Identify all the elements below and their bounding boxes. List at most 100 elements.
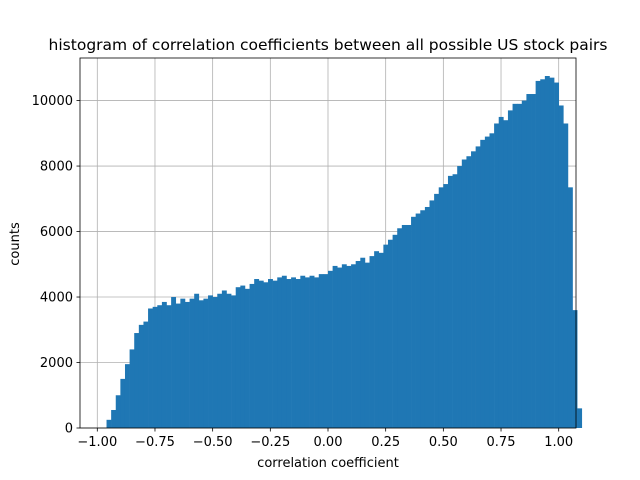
histogram-bar xyxy=(221,290,227,428)
y-tick-label: 6000 xyxy=(40,225,73,240)
histogram-bar xyxy=(443,184,449,428)
histogram-bar xyxy=(526,94,532,428)
histogram-bar xyxy=(318,274,324,428)
histogram-bar xyxy=(226,293,232,428)
histogram-bar xyxy=(328,270,333,428)
x-tick-label: −0.75 xyxy=(135,435,175,450)
histogram-bar xyxy=(235,287,241,428)
histogram-bar xyxy=(323,274,329,428)
histogram-bar xyxy=(475,146,481,428)
histogram-bar xyxy=(198,300,204,428)
histogram-bar xyxy=(134,333,140,428)
histogram-bar xyxy=(383,244,389,428)
y-tick-label: 4000 xyxy=(40,291,73,306)
histogram-bar xyxy=(254,279,260,428)
histogram-bar xyxy=(148,308,153,428)
histogram-bar xyxy=(337,267,343,428)
histogram-bar xyxy=(268,279,273,428)
x-axis-label: correlation coefficient xyxy=(257,456,399,471)
histogram-bar xyxy=(341,264,347,428)
histogram-bar xyxy=(494,123,500,428)
y-tick-label: 10000 xyxy=(32,94,73,109)
histogram-bar xyxy=(304,277,310,428)
histogram-bar xyxy=(351,264,356,428)
histogram-bar xyxy=(438,187,444,428)
histogram-bar xyxy=(415,213,421,428)
x-tick-label: 1.00 xyxy=(544,435,573,450)
histogram-bar xyxy=(115,395,121,428)
histogram-bar xyxy=(452,174,458,428)
histogram-bar xyxy=(461,159,467,428)
histogram-bar xyxy=(577,408,583,428)
histogram-bar xyxy=(457,166,463,428)
histogram-bar xyxy=(360,257,366,428)
histogram-bar xyxy=(231,295,237,428)
histogram-bar xyxy=(120,378,126,428)
histogram-bar xyxy=(563,123,569,428)
y-tick-label: 0 xyxy=(65,422,73,437)
histogram-bar xyxy=(484,136,490,428)
histogram-bar xyxy=(124,364,130,428)
histogram-bar xyxy=(180,298,186,428)
histogram-bar xyxy=(411,216,416,428)
histogram-bar xyxy=(471,151,476,428)
histogram-bar xyxy=(171,297,177,428)
histogram-bar xyxy=(447,175,453,428)
histogram-bar xyxy=(507,110,513,429)
histogram-bar xyxy=(355,261,361,428)
histogram-bar xyxy=(263,282,269,428)
histogram-bar xyxy=(161,301,167,428)
histogram-bar xyxy=(434,193,440,428)
histogram-bar xyxy=(309,275,315,428)
histogram-bar xyxy=(544,76,550,428)
histogram-bar xyxy=(314,277,320,428)
histogram-bar xyxy=(346,265,352,428)
histogram-bar xyxy=(535,80,541,429)
histogram-bar xyxy=(272,280,278,428)
histogram-bar xyxy=(184,301,190,428)
histogram-bar xyxy=(378,252,384,428)
histogram-bar xyxy=(466,156,472,428)
x-tick-label: 0.50 xyxy=(429,435,458,450)
y-tick-label: 2000 xyxy=(40,356,73,371)
histogram-bar xyxy=(175,303,181,428)
histogram-bar xyxy=(498,116,504,428)
histogram-bar xyxy=(512,103,518,429)
chart-title: histogram of correlation coefficients be… xyxy=(49,36,608,54)
histogram-bar xyxy=(129,349,135,428)
bars-layer xyxy=(106,76,583,429)
histogram-bar xyxy=(189,298,195,428)
histogram-bar xyxy=(387,239,393,428)
histogram-bar xyxy=(364,262,370,428)
histogram-bar xyxy=(549,77,555,428)
histogram-bar xyxy=(517,103,523,429)
x-tick-label: 0.25 xyxy=(371,435,400,450)
histogram-bar xyxy=(554,82,559,428)
histogram-bar xyxy=(420,210,426,428)
histogram-bar xyxy=(152,306,158,428)
histogram-bar xyxy=(212,297,218,428)
y-axis-label: counts xyxy=(8,222,23,266)
histogram-bar xyxy=(521,100,527,428)
histogram-bar xyxy=(572,310,578,428)
histogram-bar xyxy=(531,94,536,428)
histogram-bar xyxy=(424,206,430,428)
histogram-bar xyxy=(217,293,223,428)
histogram-bar xyxy=(240,285,246,428)
x-tick-label: −0.25 xyxy=(250,435,290,450)
x-tick-label: 0.75 xyxy=(487,435,516,450)
histogram-bar xyxy=(143,321,149,428)
histogram-bar xyxy=(295,279,301,428)
histogram-bar xyxy=(558,105,564,428)
histogram-bar xyxy=(258,280,264,428)
histogram-bar xyxy=(106,419,112,428)
histogram-bar xyxy=(567,187,573,428)
histogram-bar xyxy=(281,275,287,428)
histogram-bar xyxy=(166,305,172,428)
histogram-bar xyxy=(374,251,380,428)
histogram-bar xyxy=(244,288,250,428)
histogram-bar xyxy=(208,295,213,428)
x-tick-label: −1.00 xyxy=(77,435,117,450)
histogram-bar xyxy=(489,133,495,428)
